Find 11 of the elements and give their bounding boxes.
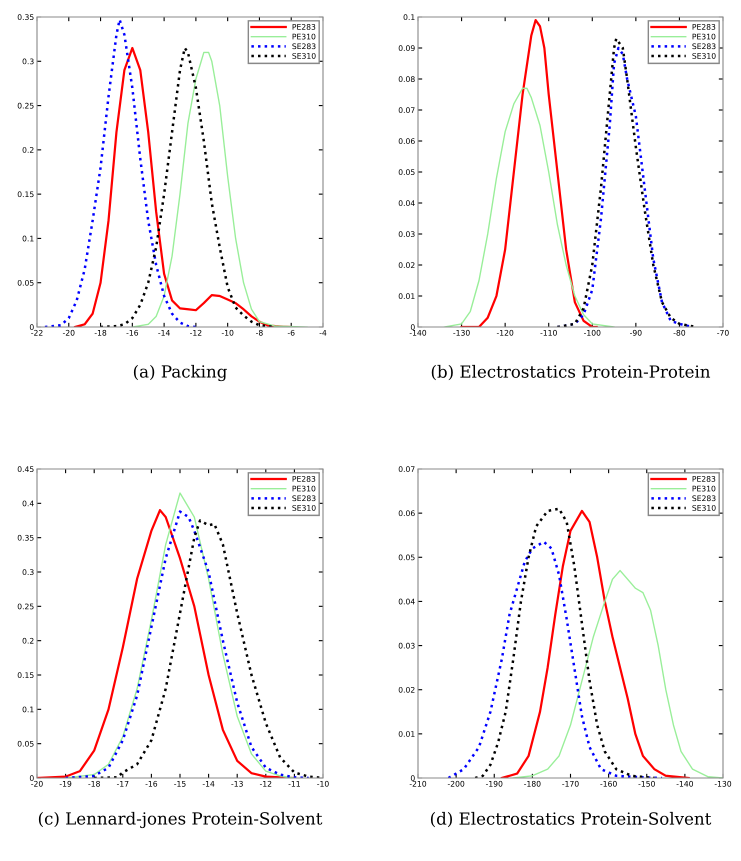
text: (b) Electrostatics Protein-Protein <box>432 364 710 380</box>
line-series <box>474 507 656 778</box>
line-series <box>500 510 690 778</box>
line-series <box>512 570 723 778</box>
line-series <box>460 18 598 327</box>
text: (a) Packing <box>134 364 227 382</box>
line-series <box>447 540 664 778</box>
text: (c) Lennard-jones Protein-Solvent <box>38 812 322 828</box>
text: (d) Electrostatics Protein-Solvent <box>430 812 712 828</box>
line-series <box>443 88 615 327</box>
line-series <box>44 18 198 327</box>
